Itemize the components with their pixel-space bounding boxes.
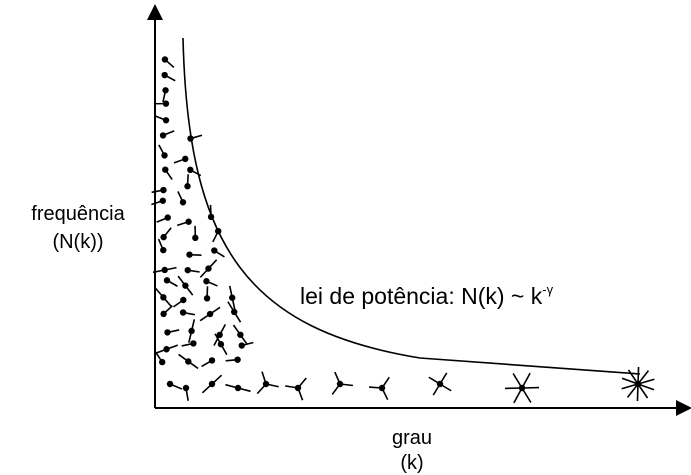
- node: [160, 186, 167, 194]
- node: [188, 327, 195, 335]
- node: [229, 294, 236, 301]
- node: [164, 329, 171, 336]
- node: [190, 340, 197, 347]
- node: [187, 166, 194, 174]
- node: [161, 56, 169, 63]
- node: [208, 380, 216, 388]
- x-label: (k): [400, 452, 423, 474]
- node: [203, 295, 211, 302]
- node: [162, 100, 170, 107]
- node: [518, 384, 526, 392]
- node: [238, 342, 245, 349]
- node: [159, 132, 167, 139]
- node: [436, 380, 444, 388]
- node: [634, 380, 642, 388]
- node: [237, 331, 244, 338]
- node: [207, 213, 215, 221]
- node: [161, 266, 168, 274]
- node: [162, 166, 169, 173]
- node: [166, 380, 174, 388]
- node: [262, 380, 270, 388]
- node: [161, 71, 168, 79]
- node: [214, 227, 222, 235]
- node: [162, 117, 170, 124]
- node: [160, 233, 167, 241]
- y-label: (N(k)): [52, 231, 103, 253]
- power-law-curve: [182, 37, 641, 375]
- node: [163, 277, 171, 284]
- node: [160, 246, 167, 254]
- node: [179, 309, 187, 316]
- node: [162, 87, 169, 94]
- node: [186, 251, 193, 258]
- network-nodes: [151, 56, 655, 404]
- node: [231, 308, 238, 316]
- node: [216, 331, 223, 339]
- node: [159, 197, 167, 204]
- node: [159, 358, 166, 366]
- node: [211, 247, 218, 254]
- node: [182, 282, 189, 289]
- annotation: lei de potência: N(k) ~ k-γ: [300, 282, 554, 309]
- node: [205, 265, 212, 272]
- node: [234, 356, 241, 363]
- node: [161, 152, 168, 159]
- y-label: frequência: [31, 203, 125, 225]
- node: [234, 384, 242, 392]
- node: [192, 234, 199, 242]
- node: [160, 310, 167, 318]
- x-label: grau: [392, 427, 432, 449]
- node: [208, 357, 216, 364]
- node: [160, 294, 167, 301]
- node: [378, 384, 386, 392]
- node: [184, 266, 191, 274]
- node: [179, 199, 187, 206]
- node: [206, 310, 214, 318]
- node: [182, 155, 189, 163]
- node: [336, 380, 344, 388]
- node: [217, 341, 225, 348]
- annotation-superscript: -γ: [542, 282, 553, 297]
- node: [180, 296, 187, 304]
- node: [182, 384, 190, 392]
- node: [185, 358, 192, 365]
- annotation-text: lei de potência: N(k) ~ k: [300, 283, 543, 309]
- node: [185, 218, 192, 225]
- node: [203, 278, 210, 285]
- node: [294, 384, 302, 392]
- node: [187, 135, 194, 142]
- node: [184, 183, 191, 190]
- node: [163, 346, 170, 353]
- node: [164, 214, 171, 221]
